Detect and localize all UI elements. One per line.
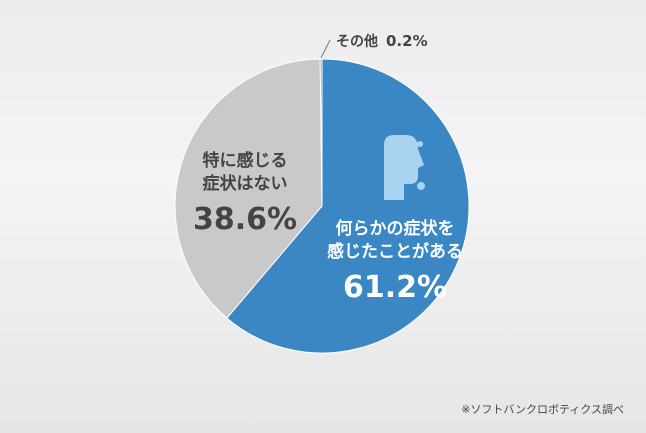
pie-slice: [319, 58, 323, 207]
value-label: 0.2%: [386, 32, 428, 50]
pie-slice: [226, 58, 470, 354]
value-label: 38.6%: [192, 201, 298, 237]
category-label: その他: [336, 34, 378, 50]
symptom-icon: [384, 135, 425, 200]
category-label: 特に感じる 症状はない: [202, 151, 288, 194]
category-label: 何らかの症状を 感じたことがある: [327, 219, 463, 262]
slice-label: その他 0.2%: [336, 30, 456, 52]
value-label: 61.2%: [342, 269, 448, 305]
slice-label: 何らかの症状を 感じたことがある 61.2%: [310, 218, 480, 308]
slice-label: 特に感じる 症状はない 38.6%: [170, 150, 320, 240]
leader-line: [320, 39, 331, 59]
source-note: ※ソフトバンクロボティクス調べ: [461, 403, 624, 416]
pie-slice: [174, 58, 323, 319]
